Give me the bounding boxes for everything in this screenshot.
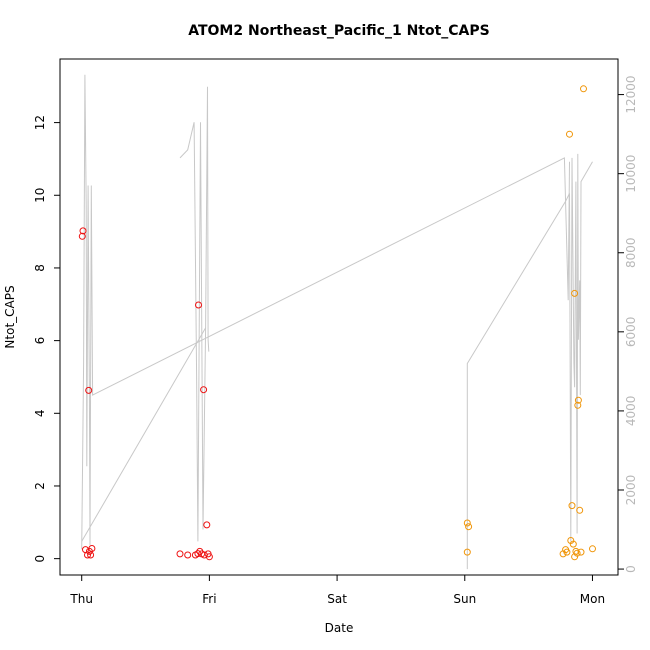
- data-point: [194, 550, 202, 558]
- data-point: [571, 289, 579, 297]
- data-point: [200, 386, 208, 394]
- data-point: [574, 396, 582, 404]
- data-point: [577, 548, 585, 556]
- y-right-tick-label: 0: [624, 565, 638, 573]
- x-tick-label: Sat: [327, 592, 347, 606]
- x-tick-label: Fri: [202, 592, 216, 606]
- axes: 0 2 4 6 8 10 12 0 2000 4000 6000 8000 10000 12000 Thu F…: [33, 75, 638, 606]
- count-line-series: [179, 122, 207, 542]
- count-line-series: [81, 74, 570, 550]
- data-point: [574, 401, 582, 409]
- y-right-tick-label: 6000: [624, 317, 638, 348]
- data-point: [576, 506, 584, 514]
- plot-frame: [59, 58, 619, 576]
- y-left-tick-label: 6: [33, 337, 47, 345]
- data-point: [463, 548, 471, 556]
- x-axis-label: Date: [325, 621, 354, 635]
- x-tick-label: Thu: [69, 592, 93, 606]
- data-point: [563, 548, 571, 556]
- y-left-tick-label: 2: [33, 482, 47, 490]
- data-point: [566, 130, 573, 138]
- data-point: [569, 540, 577, 548]
- data-point: [573, 549, 581, 557]
- data-point: [78, 232, 86, 240]
- data-point: [589, 545, 596, 553]
- data-point: [203, 521, 211, 529]
- y-right-tick-label: 10000: [624, 155, 638, 193]
- data-point: [572, 547, 580, 555]
- y-left-tick-label: 8: [33, 264, 47, 272]
- count-line-series: [81, 86, 210, 542]
- count-line-series: [466, 153, 593, 570]
- data-point: [465, 523, 473, 531]
- line-series-group: [81, 74, 593, 570]
- data-point: [568, 502, 576, 510]
- data-point: [205, 553, 213, 561]
- data-point: [79, 227, 87, 235]
- y-left-tick-label: 0: [33, 555, 47, 563]
- x-tick-label: Mon: [580, 592, 605, 606]
- chart-title: ATOM2 Northeast_Pacific_1 Ntot_CAPS: [188, 23, 490, 39]
- data-point: [463, 519, 471, 527]
- data-point: [88, 545, 96, 552]
- y-right-tick-label: 2000: [624, 475, 638, 506]
- data-point: [184, 551, 192, 559]
- data-point: [84, 551, 91, 559]
- x-tick-label: Sun: [453, 592, 476, 606]
- y-left-tick-label: 10: [33, 188, 47, 203]
- y-right-tick-label: 12000: [624, 75, 638, 113]
- y-right-tick-label: 4000: [624, 396, 638, 427]
- data-point: [87, 551, 95, 559]
- data-point: [580, 85, 587, 93]
- y-left-tick-label: 4: [33, 409, 47, 417]
- y-right-tick-label: 8000: [624, 237, 638, 268]
- data-point: [195, 301, 202, 309]
- y-axis-label: Ntot_CAPS: [3, 285, 17, 348]
- data-point: [176, 550, 184, 558]
- point-series-group: [78, 85, 596, 561]
- y-left-tick-label: 12: [33, 115, 47, 130]
- data-point: [85, 386, 93, 394]
